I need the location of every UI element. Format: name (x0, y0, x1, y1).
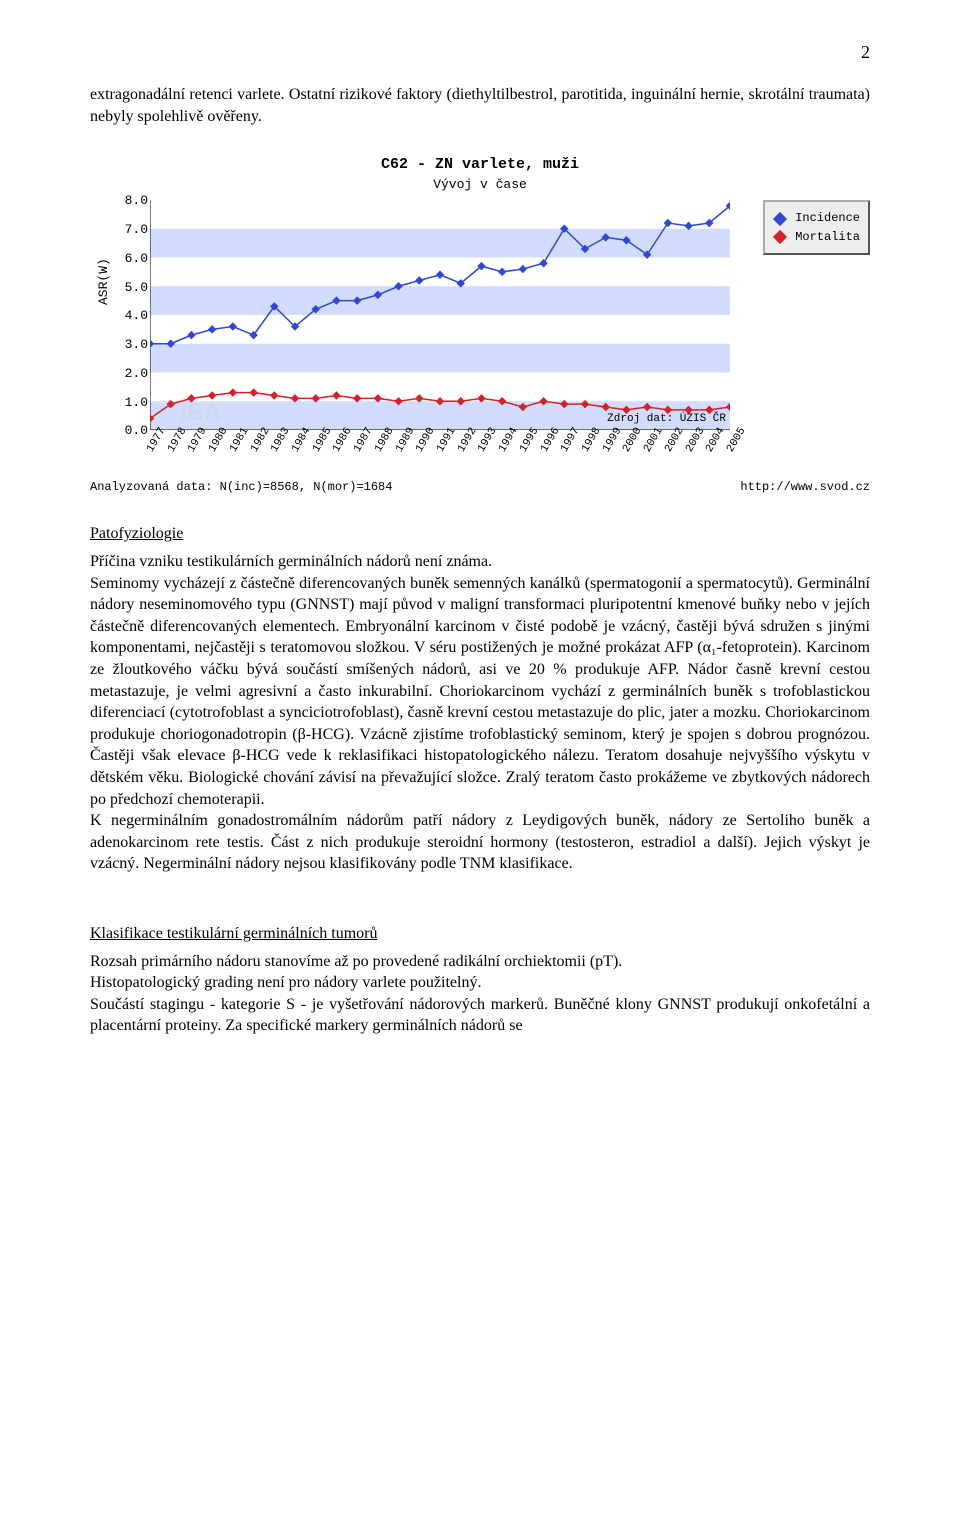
legend-marker-incidence-icon (773, 212, 787, 226)
legend-row-incidence: Incidence (773, 210, 860, 226)
page-number: 2 (90, 40, 870, 64)
intro-paragraph: extragonadální retenci varlete. Ostatní … (90, 84, 870, 127)
y-tick-label: 2.0 (120, 365, 148, 383)
y-axis-label: ASR(W) (95, 259, 113, 306)
chart-source-label: Zdroj dat: ÚZIS ČR (607, 412, 726, 427)
svg-text:IBA: IBA (180, 399, 221, 426)
chart-svg: IBA (150, 200, 730, 430)
legend-box: Incidence Mortalita (763, 200, 870, 254)
y-tick-label: 8.0 (120, 192, 148, 210)
y-tick-label: 6.0 (120, 250, 148, 268)
classification-heading: Klasifikace testikulární germinálních tu… (90, 923, 870, 945)
chart-title-main: C62 - ZN varlete, muži (90, 155, 870, 175)
chart-container: C62 - ZN varlete, muži Vývoj v čase ASR(… (90, 155, 870, 495)
y-tick-label: 5.0 (120, 279, 148, 297)
y-tick-label: 3.0 (120, 336, 148, 354)
chart-box: C62 - ZN varlete, muži Vývoj v čase ASR(… (90, 155, 870, 495)
chart-footer-right: http://www.svod.cz (740, 479, 870, 495)
legend-label-mortalita: Mortalita (795, 229, 860, 245)
y-tick-label: 7.0 (120, 221, 148, 239)
legend-marker-mortalita-icon (773, 230, 787, 244)
y-tick-label: 0.0 (120, 422, 148, 440)
classification-body: Rozsah primárního nádoru stanovíme až po… (90, 951, 870, 1037)
y-tick-label: 1.0 (120, 394, 148, 412)
chart-title-sub: Vývoj v čase (90, 176, 870, 194)
legend-label-incidence: Incidence (795, 210, 860, 226)
pathophysiology-heading: Patofyziologie (90, 523, 870, 545)
y-tick-label: 4.0 (120, 307, 148, 325)
pathophysiology-body: Příčina vzniku testikulárních germinální… (90, 551, 870, 875)
legend-row-mortalita: Mortalita (773, 229, 860, 245)
chart-footer-left: Analyzovaná data: N(inc)=8568, N(mor)=16… (90, 479, 392, 495)
plot-area: IBA Zdroj dat: ÚZIS ČR (150, 200, 730, 430)
